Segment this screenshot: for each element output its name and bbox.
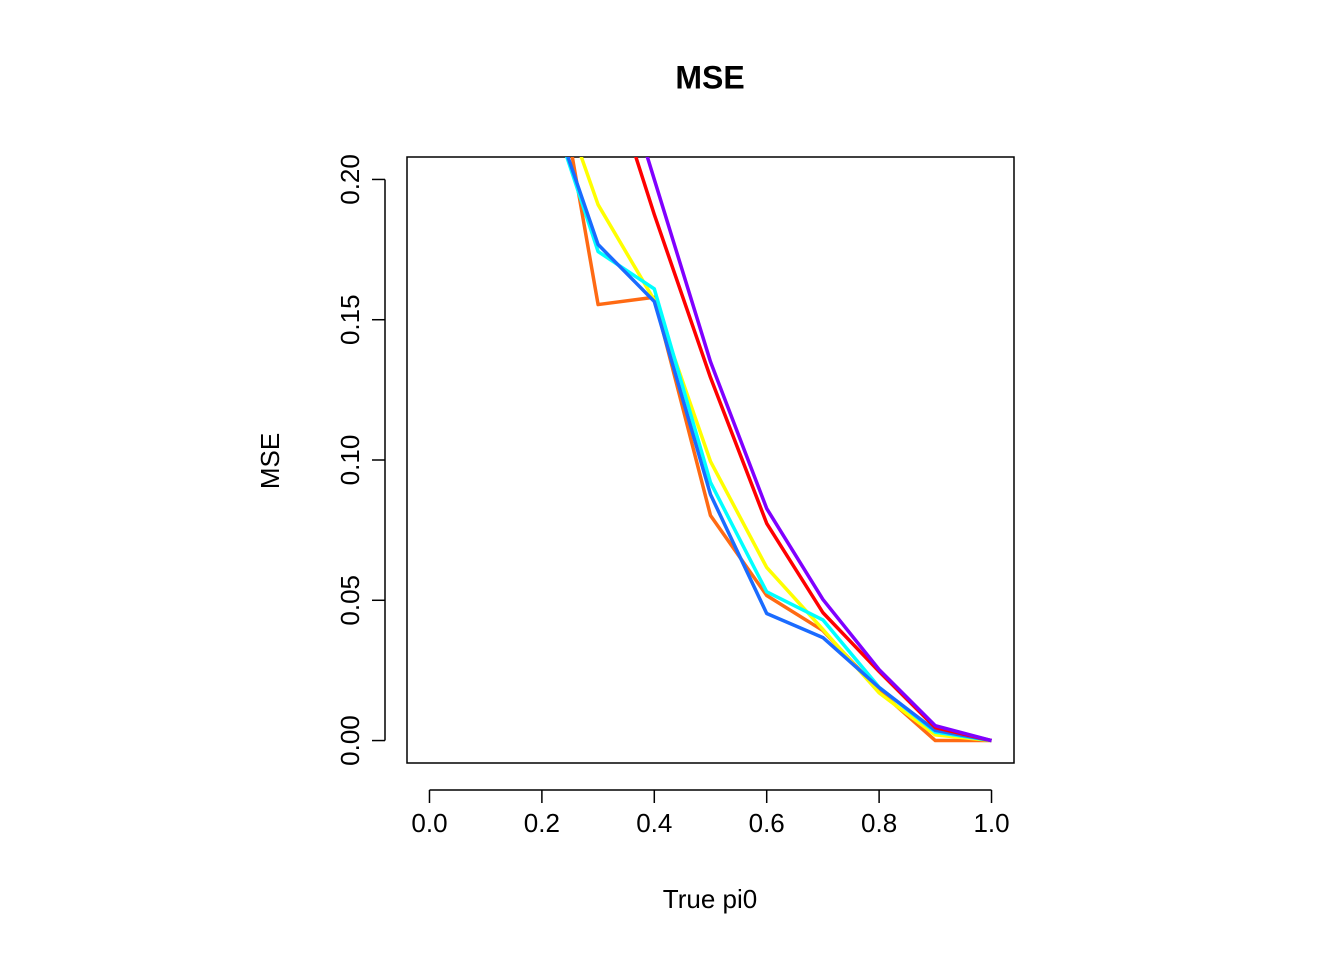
x-tick-label: 1.0 [973,808,1009,838]
x-tick-label: 0.0 [411,808,447,838]
series-line [634,157,992,743]
x-tick-label: 0.6 [749,808,785,838]
series-line [566,157,992,743]
series-line [579,157,992,743]
plot-box [406,156,1015,764]
series-line [645,157,992,743]
series-line [570,157,992,743]
chart-title: MSE [675,59,744,95]
y-tick-label: 0.05 [335,575,365,626]
x-axis-label: True pi0 [663,884,757,914]
plot-area [565,157,992,743]
x-tick-label: 0.4 [636,808,672,838]
x-tick-label: 0.8 [861,808,897,838]
x-tick-label: 0.2 [524,808,560,838]
y-tick-label: 0.00 [335,715,365,766]
y-tick-label: 0.15 [335,294,365,345]
y-axis-label: MSE [255,433,285,489]
y-tick-label: 0.20 [335,154,365,205]
y-tick-label: 0.10 [335,435,365,486]
series-line [565,157,992,743]
